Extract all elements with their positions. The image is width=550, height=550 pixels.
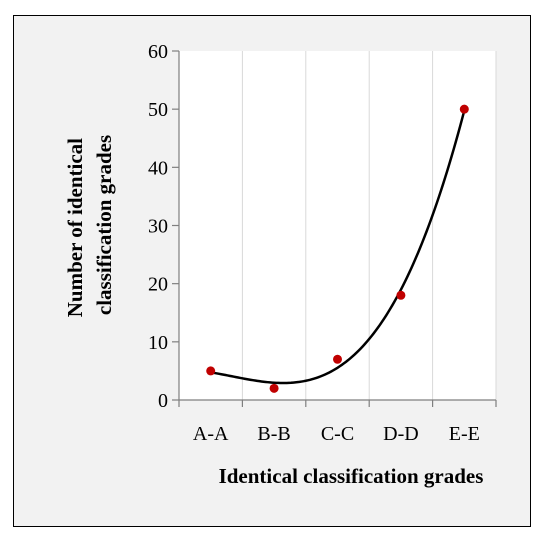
y-tick-label: 60: [148, 41, 168, 63]
trend-line: [210, 110, 466, 385]
y-tick-label: 40: [148, 157, 168, 179]
y-axis-ticks: 0 10 20 30 40 50 60: [148, 41, 179, 412]
data-point: [206, 366, 216, 376]
x-tick-label: B-B: [257, 423, 290, 445]
data-points: [206, 104, 469, 393]
y-tick-label: 50: [148, 99, 168, 121]
y-tick-label: 10: [148, 332, 168, 354]
data-point: [269, 383, 279, 393]
y-axis-label-line-2: classification grades: [92, 135, 116, 315]
y-axis-label: Number of identical classification grade…: [63, 133, 116, 318]
x-tick-label: C-C: [321, 423, 354, 445]
data-point: [333, 354, 342, 364]
x-tick-label: D-D: [383, 423, 419, 445]
plot-area: [179, 51, 496, 400]
y-tick-label: 30: [148, 216, 168, 238]
grid-lines: [241, 51, 497, 400]
x-tick-label: E-E: [449, 423, 480, 445]
y-tick-label: 20: [148, 274, 168, 296]
data-point: [459, 104, 469, 114]
y-tick-label: 0: [158, 390, 168, 412]
x-axis-label: Identical classification grades: [219, 464, 484, 488]
x-tick-label: A-A: [193, 423, 229, 445]
x-axis-ticks: A-A B-B C-C D-D E-E: [178, 400, 497, 445]
data-point: [396, 290, 406, 300]
y-axis-label-line-1: Number of identical: [63, 138, 87, 317]
